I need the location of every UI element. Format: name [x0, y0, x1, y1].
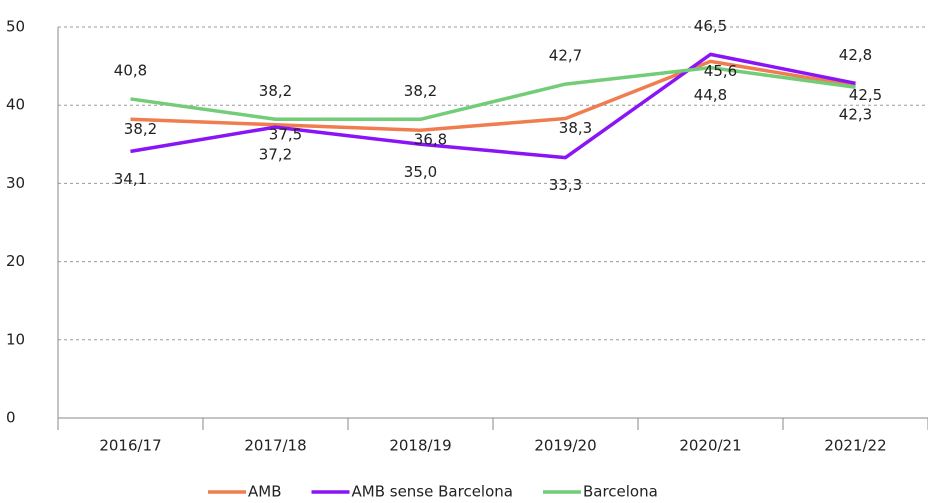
series-line	[130, 52, 856, 160]
legend-item: AMB sense Barcelona	[311, 483, 513, 501]
legend-label: Barcelona	[583, 483, 658, 501]
y-tick-label: 30	[6, 174, 25, 192]
data-label: 42,8	[839, 46, 872, 64]
data-label: 34,1	[114, 170, 147, 188]
series-line	[130, 65, 856, 122]
x-tick-label: 2016/17	[99, 437, 161, 455]
y-tick-label: 10	[6, 330, 25, 348]
data-label: 42,3	[839, 106, 872, 124]
x-tick-label: 2019/20	[534, 437, 596, 455]
y-tick-label: 0	[6, 409, 16, 427]
x-tick-label: 2020/21	[679, 437, 741, 455]
data-label: 46,5	[694, 17, 727, 35]
data-label: 35,0	[404, 163, 437, 181]
data-label: 44,8	[694, 86, 727, 104]
data-label: 42,5	[849, 86, 882, 104]
data-label: 38,3	[559, 119, 592, 137]
data-label: 38,2	[404, 82, 437, 100]
data-label: 38,2	[124, 120, 157, 138]
y-tick-label: 20	[6, 252, 25, 270]
data-label: 42,7	[549, 47, 582, 65]
x-tick-label: 2017/18	[244, 437, 306, 455]
series-line	[130, 59, 856, 132]
data-label: 33,3	[549, 176, 582, 194]
y-tick-label: 50	[6, 18, 25, 36]
data-label: 37,2	[259, 146, 292, 164]
data-label: 37,5	[269, 125, 302, 143]
data-label: 45,6	[704, 62, 737, 80]
x-tick-label: 2021/22	[824, 437, 886, 455]
data-label: 38,2	[259, 82, 292, 100]
legend-item: Barcelona	[542, 483, 658, 501]
legend-label: AMB sense Barcelona	[352, 483, 513, 501]
y-tick-label: 40	[6, 96, 25, 114]
legend-label: AMB	[248, 483, 282, 501]
data-label: 36,8	[414, 131, 447, 149]
data-label: 40,8	[114, 61, 147, 79]
legend-item: AMB	[208, 483, 282, 501]
x-tick-label: 2018/19	[389, 437, 451, 455]
